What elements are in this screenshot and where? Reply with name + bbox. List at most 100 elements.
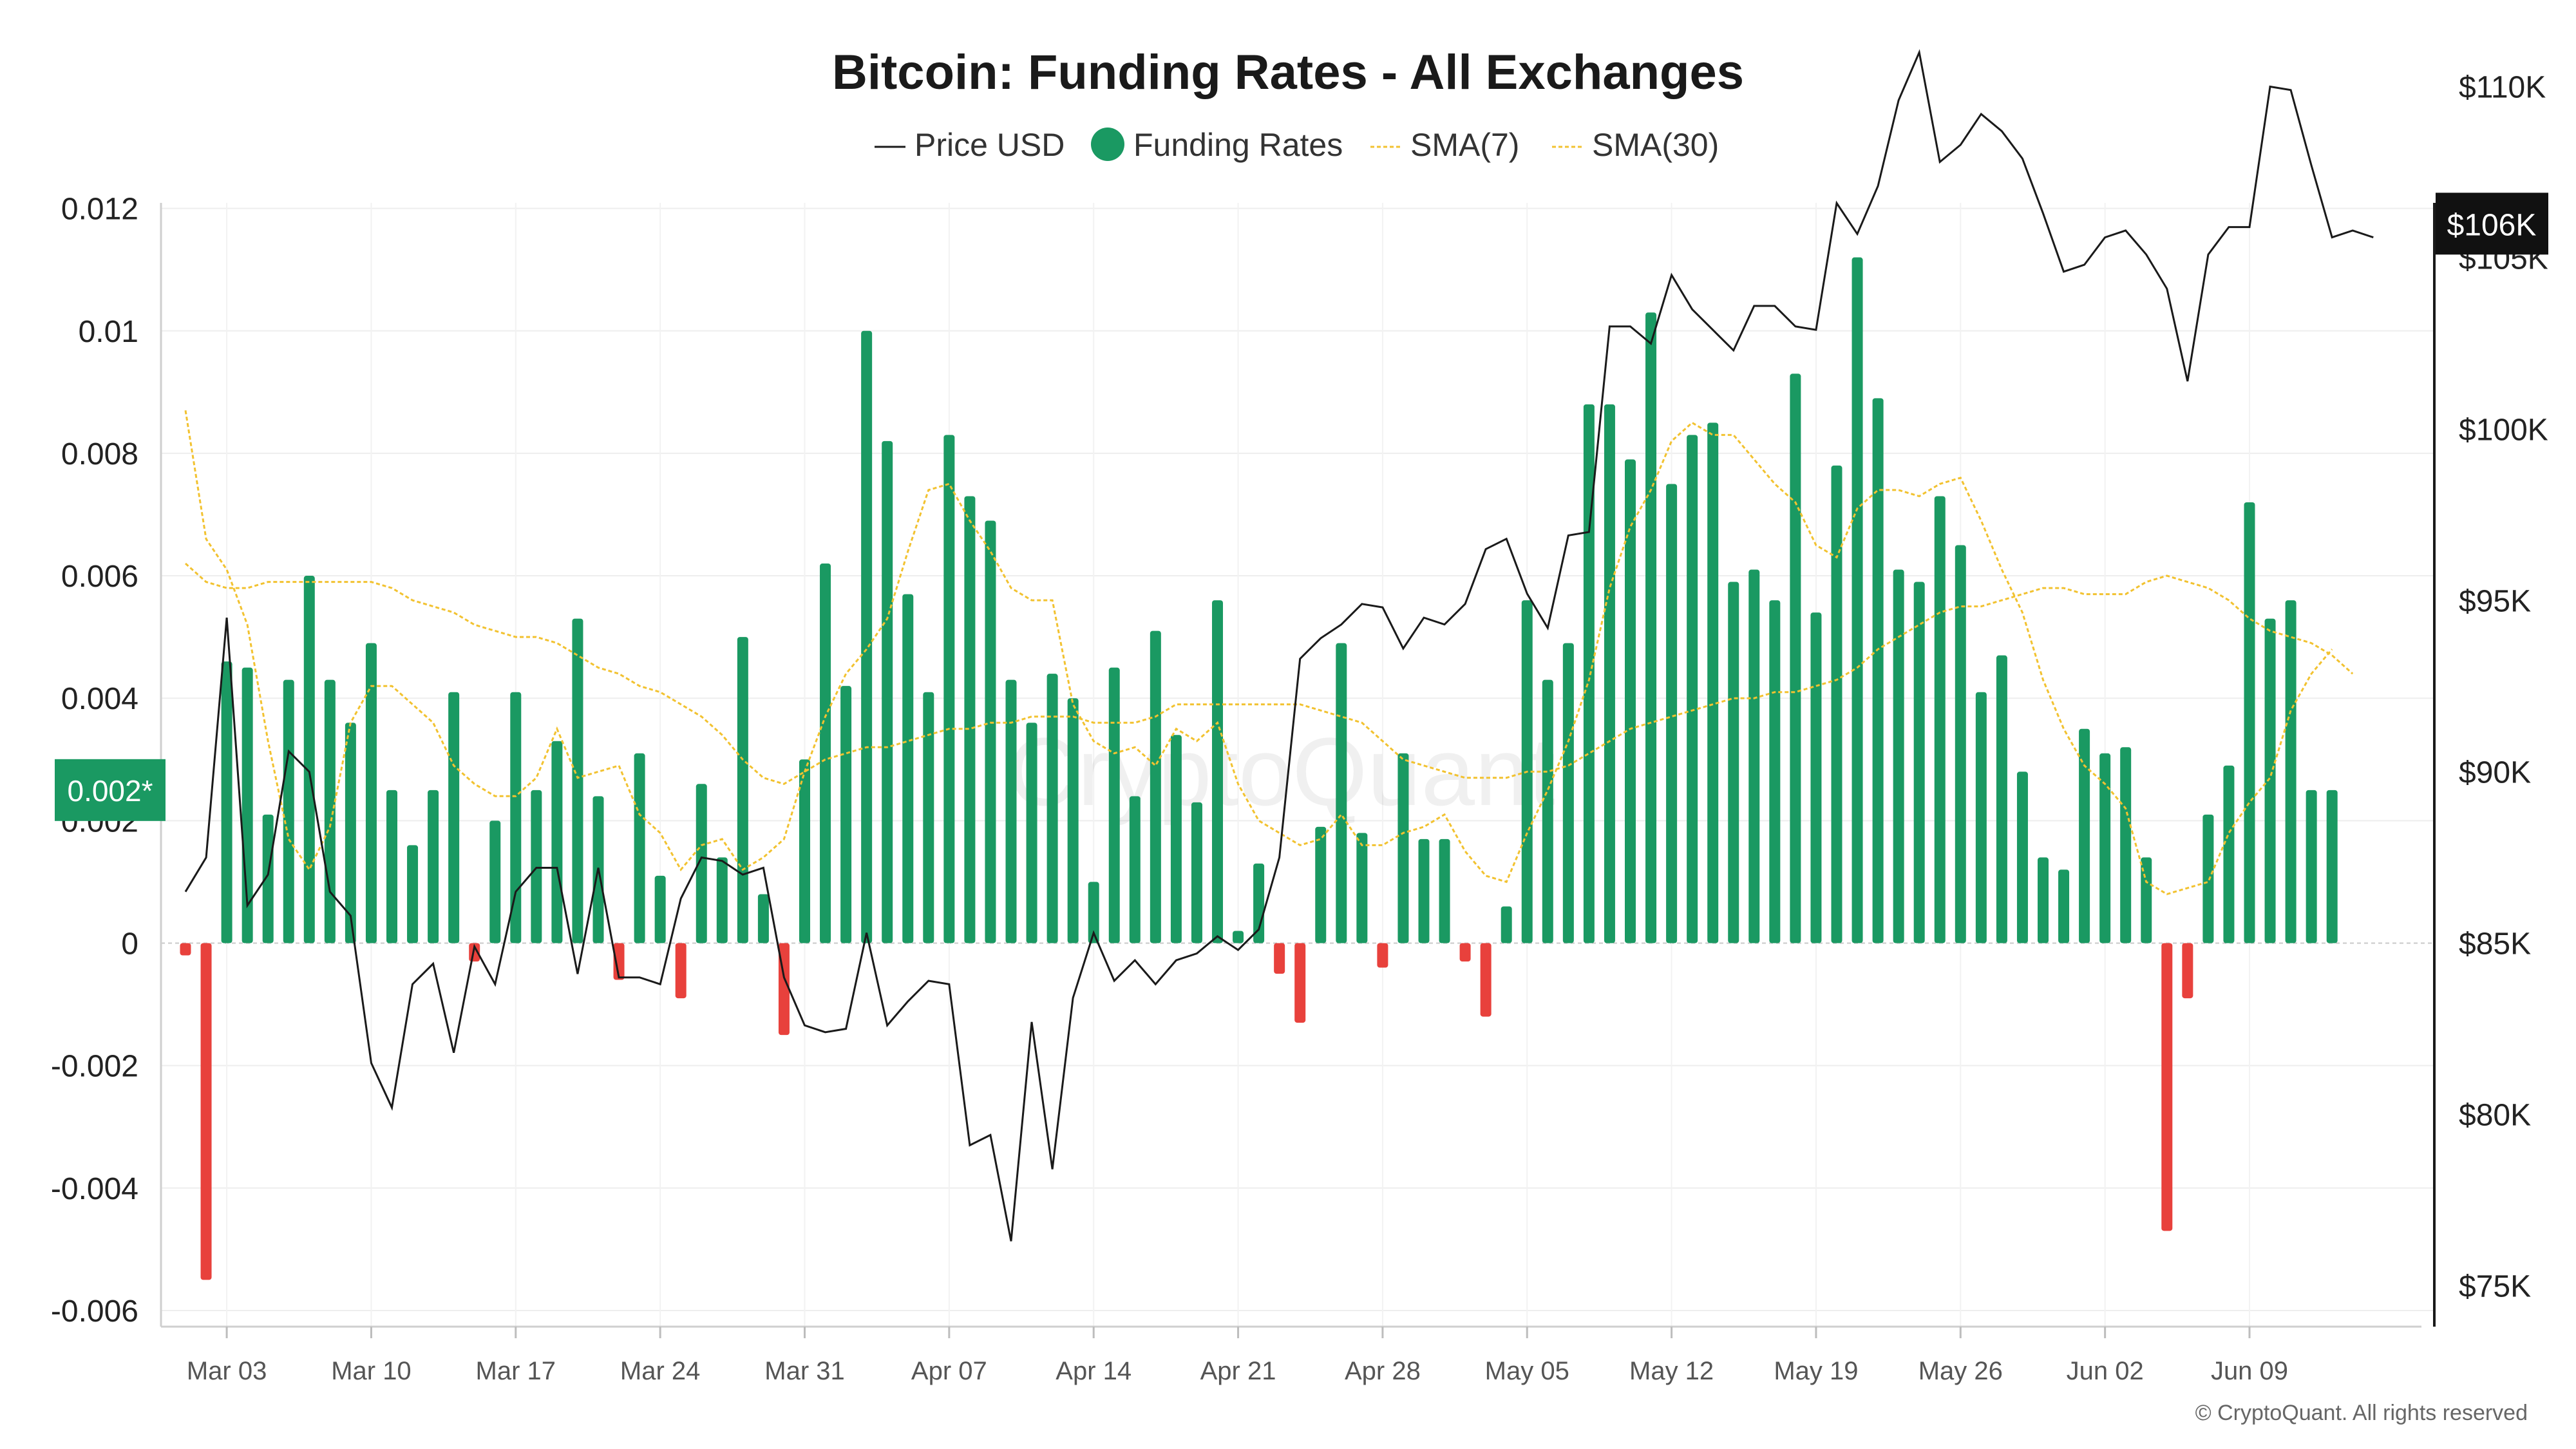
funding-rate-bar xyxy=(985,520,996,943)
funding-rate-bar xyxy=(448,692,460,943)
funding-rate-bar xyxy=(1459,943,1471,962)
funding-rate-bar xyxy=(654,875,666,943)
left-tick-label: 0.008 xyxy=(61,437,138,471)
x-tick-label: Apr 07 xyxy=(911,1357,987,1385)
funding-rate-bar xyxy=(1810,612,1822,943)
chart-title: Bitcoin: Funding Rates - All Exchanges xyxy=(832,45,1744,100)
funding-rate-bar xyxy=(1542,679,1553,943)
funding-rate-bar xyxy=(2016,772,2028,943)
funding-rate-bar xyxy=(2141,857,2152,943)
x-tick-label: Mar 31 xyxy=(764,1357,845,1385)
funding-rate-bar xyxy=(1913,582,1925,943)
axes: 0.0120.010.0080.0060.0040.0020-0.002-0.0… xyxy=(51,71,2548,1386)
legend-sma30-label: SMA(30) xyxy=(1592,127,1719,163)
legend-sma7-label: SMA(7) xyxy=(1410,127,1519,163)
left-tick-label: -0.004 xyxy=(51,1172,138,1206)
funding-rate-bar xyxy=(1996,655,2007,943)
funding-rate-bar xyxy=(1604,404,1615,943)
funding-rate-bar xyxy=(2306,790,2317,943)
funding-rate-bar xyxy=(737,637,748,943)
current-funding-badge xyxy=(55,759,166,821)
funding-rate-bar xyxy=(1046,674,1058,943)
funding-rate-bar xyxy=(2223,765,2235,943)
funding-rate-bar xyxy=(716,857,728,943)
chart-legend: Price USD Funding Rates SMA(7) SMA(30) xyxy=(875,127,1719,163)
funding-rate-bar xyxy=(572,618,583,943)
funding-rate-bar xyxy=(2120,747,2132,943)
funding-rate-bar xyxy=(1707,422,1719,943)
watermark: CryptoQuant xyxy=(1008,717,1555,826)
left-tick-label: 0 xyxy=(121,927,138,961)
left-tick-label: 0.012 xyxy=(61,193,138,227)
x-tick-label: May 19 xyxy=(1774,1357,1858,1385)
funding-rate-bar xyxy=(1336,643,1347,943)
funding-rate-bar xyxy=(1067,698,1079,943)
funding-rate-bar xyxy=(1934,496,1946,943)
x-tick-label: Mar 10 xyxy=(331,1357,412,1385)
funding-rate-bar xyxy=(1233,931,1244,943)
funding-rate-bar xyxy=(1150,630,1161,943)
funding-rate-bar xyxy=(1831,465,1842,943)
funding-rate-bar xyxy=(1501,906,1512,943)
funding-rate-bar xyxy=(407,845,419,943)
x-tick-label: Jun 02 xyxy=(2067,1357,2144,1385)
funding-rate-bar xyxy=(2285,600,2297,943)
right-tick-label: $75K xyxy=(2459,1270,2531,1304)
x-tick-label: Apr 21 xyxy=(1200,1357,1276,1385)
current-funding-badge-label: 0.002* xyxy=(67,774,153,808)
funding-rate-bar xyxy=(531,790,542,943)
funding-rate-bar xyxy=(2182,943,2193,999)
funding-rate-bar xyxy=(1356,833,1368,943)
right-tick-label: $90K xyxy=(2459,756,2531,790)
x-tick-label: Apr 28 xyxy=(1345,1357,1421,1385)
funding-rate-bar xyxy=(1955,545,1966,943)
funding-rate-bar xyxy=(221,661,232,943)
funding-rate-bar xyxy=(365,643,377,943)
funding-rate-bar xyxy=(1666,484,1678,943)
funding-rate-bar xyxy=(1377,943,1388,968)
funding-rate-bar xyxy=(1274,943,1285,974)
funding-rate-bar xyxy=(1562,643,1574,943)
funding-rate-bar xyxy=(1748,569,1760,943)
funding-rate-bar xyxy=(1872,398,1884,943)
funding-rate-bar xyxy=(2326,790,2338,943)
left-tick-label: 0.006 xyxy=(61,560,138,594)
funding-rate-bar xyxy=(943,435,955,943)
funding-rate-bar xyxy=(1129,796,1141,943)
funding-rate-bar xyxy=(1191,802,1202,943)
sma7-line xyxy=(184,410,2333,896)
left-tick-label: -0.002 xyxy=(51,1050,138,1084)
funding-rate-bar xyxy=(1790,374,1801,943)
funding-rate-bar xyxy=(613,943,625,980)
funding-rate-bar xyxy=(428,790,439,943)
funding-rate-bar xyxy=(1026,723,1037,943)
right-tick-label: $110K xyxy=(2459,71,2546,105)
x-tick-label: May 26 xyxy=(1918,1357,2003,1385)
funding-rate-bar xyxy=(1108,667,1120,943)
funding-rate-bar xyxy=(386,790,397,943)
funding-rate-bar xyxy=(180,943,191,956)
legend-funding-marker xyxy=(1091,128,1124,161)
x-tick-label: Mar 24 xyxy=(620,1357,701,1385)
funding-rate-bar xyxy=(675,943,687,999)
funding-rate-bar xyxy=(2244,502,2255,943)
funding-rate-bars xyxy=(180,257,2338,1280)
funding-rate-bar xyxy=(1253,863,1265,943)
funding-rate-bar xyxy=(820,564,831,943)
x-tick-label: May 05 xyxy=(1485,1357,1569,1385)
funding-rate-bar xyxy=(1893,569,1904,943)
funding-rate-bar xyxy=(1645,312,1657,943)
current-price-badge xyxy=(2436,193,2548,255)
funding-rate-bar xyxy=(2264,618,2276,943)
funding-rate-bar xyxy=(964,496,976,943)
funding-rate-bar xyxy=(2058,869,2070,943)
funding-rate-bar xyxy=(1212,600,1223,943)
funding-rate-bar xyxy=(1583,404,1595,943)
legend-price-label: Price USD xyxy=(914,127,1065,163)
x-tick-label: Mar 17 xyxy=(476,1357,556,1385)
funding-rate-bar xyxy=(262,814,274,943)
funding-rate-bar xyxy=(2079,728,2090,943)
funding-rate-bar xyxy=(1294,943,1306,1023)
funding-rate-bar xyxy=(1728,582,1739,943)
funding-rate-bar xyxy=(1975,692,1987,943)
